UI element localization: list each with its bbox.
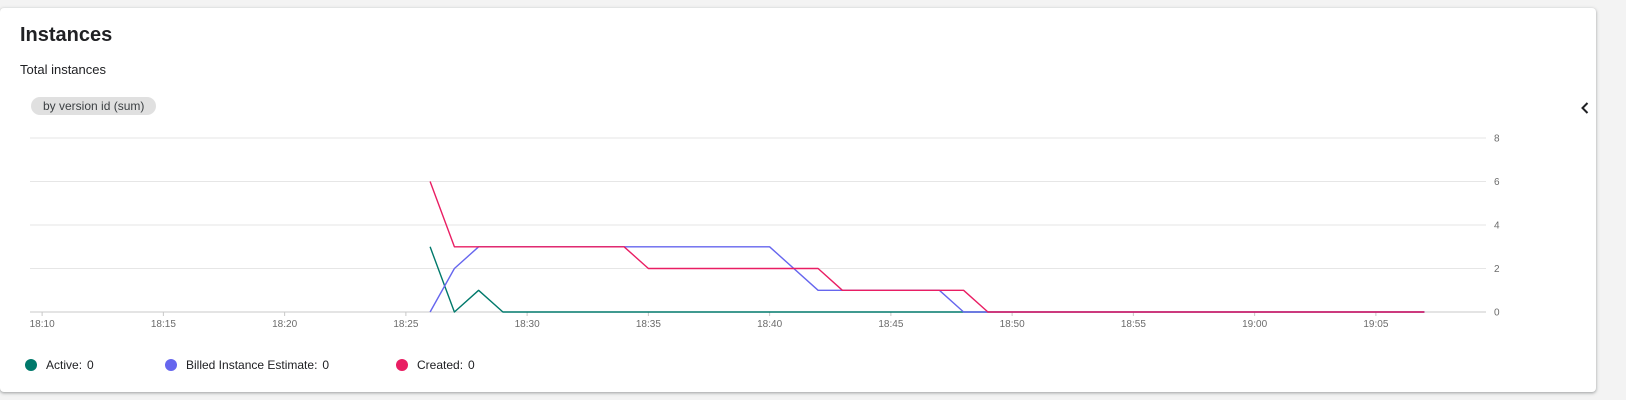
x-tick-label: 18:50 <box>1000 319 1025 330</box>
legend-value-created: 0 <box>468 358 475 372</box>
group-by-chip[interactable]: by version id (sum) <box>31 97 157 115</box>
series-line-created <box>429 181 1425 313</box>
legend-dot-billed-instance-estimate <box>165 359 177 371</box>
chart-grid <box>30 137 1486 313</box>
x-tick-label: 18:25 <box>393 319 418 330</box>
instances-card: Instances Total instances by version id … <box>0 8 1596 392</box>
x-tick-label: 18:45 <box>878 319 903 330</box>
legend-label-created: Created <box>417 358 460 372</box>
series-line-billed-instance-estimate <box>429 246 1425 313</box>
chart-series <box>429 181 1425 313</box>
x-tick-label: 18:15 <box>151 319 176 330</box>
y-tick-label: 8 <box>1494 134 1500 145</box>
collapse-legend-button[interactable] <box>1573 96 1597 120</box>
x-tick-label: 18:20 <box>272 319 297 330</box>
x-tick-label: 18:40 <box>757 319 782 330</box>
legend-value-billed-instance-estimate: 0 <box>322 358 330 372</box>
legend-value-active: 0 <box>87 358 94 372</box>
instances-line-chart: 0 2 4 6 8 18:10 18:15 18:20 18:25 18:30 18:35 18:4… <box>30 134 1500 331</box>
legend-label-billed-instance-estimate: Billed Instance Estimate <box>186 358 315 372</box>
legend-label-active: Active <box>46 358 79 372</box>
legend-item-billed-instance-estimate[interactable]: Billed Instance Estimate:0 <box>165 358 396 372</box>
series-line-active <box>429 246 1425 313</box>
chart-legend: Active:0 Billed Instance Estimate:0 Crea… <box>25 358 475 372</box>
x-tick-label: 19:00 <box>1242 319 1267 330</box>
legend-item-created[interactable]: Created:0 <box>396 358 475 372</box>
x-tick-label: 19:05 <box>1363 319 1388 330</box>
card-subtitle: Total instances <box>20 62 106 77</box>
legend-dot-active <box>25 359 37 371</box>
y-tick-label: 2 <box>1494 264 1500 275</box>
x-tick-label: 18:55 <box>1121 319 1146 330</box>
x-tick-label: 18:35 <box>636 319 661 330</box>
x-axis-ticks: 18:10 18:15 18:20 18:25 18:30 18:35 18:40 18:45… <box>30 312 1389 330</box>
legend-dot-created <box>396 359 408 371</box>
y-tick-label: 6 <box>1494 177 1500 188</box>
x-tick-label: 18:30 <box>515 319 540 330</box>
legend-item-active[interactable]: Active:0 <box>25 358 165 372</box>
y-tick-label: 4 <box>1494 221 1500 232</box>
y-axis-ticks: 0 2 4 6 8 <box>1494 134 1500 319</box>
x-tick-label: 18:10 <box>30 319 55 330</box>
chevron-left-icon <box>1581 102 1589 114</box>
y-tick-label: 0 <box>1494 308 1500 319</box>
card-title: Instances <box>20 24 113 46</box>
